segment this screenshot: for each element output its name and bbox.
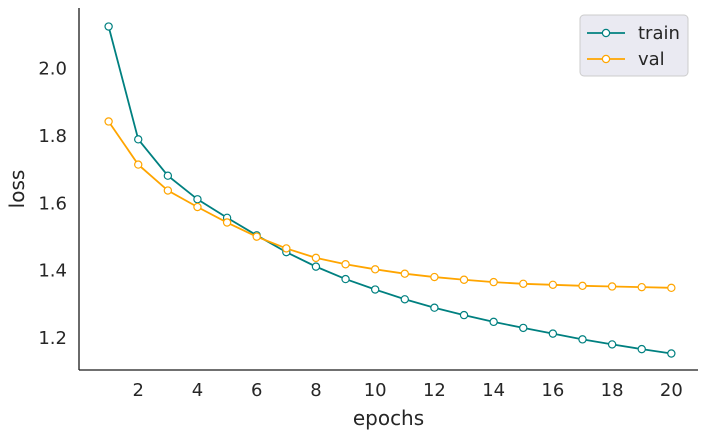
data-point-val bbox=[193, 202, 202, 212]
data-point-train bbox=[134, 135, 143, 144]
x-tick-label: 10 bbox=[364, 380, 387, 401]
data-point-val bbox=[370, 265, 380, 274]
legend-label-train: train bbox=[638, 23, 680, 44]
legend-marker-train bbox=[601, 28, 611, 38]
x-tick-label: 16 bbox=[541, 380, 564, 401]
data-point-train bbox=[341, 274, 350, 284]
data-point-train bbox=[193, 195, 202, 204]
data-point-val bbox=[163, 186, 173, 195]
data-point-val bbox=[637, 282, 646, 292]
data-point-train bbox=[667, 349, 676, 358]
data-point-val bbox=[578, 281, 587, 291]
data-point-train bbox=[489, 317, 498, 327]
data-point-train bbox=[548, 329, 558, 338]
data-point-val bbox=[341, 260, 350, 269]
series-line-val bbox=[107, 120, 672, 289]
data-point-train bbox=[430, 303, 439, 312]
data-point-val bbox=[519, 279, 528, 288]
data-point-val bbox=[548, 280, 558, 290]
data-point-val bbox=[222, 218, 232, 227]
y-tick-label: 1.8 bbox=[38, 126, 67, 147]
data-point-val bbox=[607, 282, 617, 291]
series-line-train bbox=[107, 26, 672, 355]
y-tick-label: 2.0 bbox=[38, 59, 67, 80]
plot-area bbox=[104, 22, 676, 358]
x-axis-label: epochs bbox=[353, 406, 424, 430]
data-point-train bbox=[607, 340, 617, 349]
y-axis-ticks: 1.2 1.4 1.6 1.8 2.0 bbox=[38, 59, 67, 349]
data-point-train bbox=[519, 323, 528, 333]
x-tick-label: 6 bbox=[251, 380, 262, 401]
data-point-train bbox=[400, 295, 409, 304]
y-tick-label: 1.4 bbox=[38, 261, 67, 282]
data-point-val bbox=[667, 283, 676, 293]
data-point-val bbox=[252, 232, 261, 241]
data-point-train bbox=[637, 344, 646, 354]
data-point-train bbox=[459, 310, 469, 320]
x-tick-label: 20 bbox=[660, 380, 683, 401]
x-tick-label: 18 bbox=[601, 380, 624, 401]
x-tick-label: 8 bbox=[310, 380, 321, 401]
data-point-val bbox=[400, 269, 409, 278]
legend-label-val: val bbox=[638, 49, 665, 70]
x-tick-label: 2 bbox=[133, 380, 144, 401]
data-point-train bbox=[104, 22, 113, 31]
data-point-val bbox=[489, 277, 498, 287]
x-tick-label: 4 bbox=[192, 380, 203, 401]
data-point-train bbox=[578, 335, 587, 344]
data-point-val bbox=[282, 244, 291, 253]
y-tick-label: 1.6 bbox=[38, 193, 67, 214]
x-tick-label: 12 bbox=[423, 380, 446, 401]
data-point-val bbox=[430, 272, 439, 282]
data-point-val bbox=[134, 160, 143, 169]
x-axis-ticks: 2 4 6 8 10 12 14 16 18 20 bbox=[133, 380, 683, 401]
data-point-train bbox=[311, 262, 321, 271]
legend: train val bbox=[579, 14, 689, 77]
x-tick-label: 14 bbox=[482, 380, 505, 401]
data-point-val bbox=[311, 253, 321, 263]
data-point-val bbox=[459, 275, 469, 284]
data-point-train bbox=[163, 171, 173, 180]
y-axis-label: loss bbox=[5, 170, 29, 209]
legend-marker-val bbox=[601, 54, 611, 64]
data-point-val bbox=[104, 117, 113, 126]
y-tick-label: 1.2 bbox=[38, 328, 67, 349]
data-point-train bbox=[370, 285, 380, 294]
